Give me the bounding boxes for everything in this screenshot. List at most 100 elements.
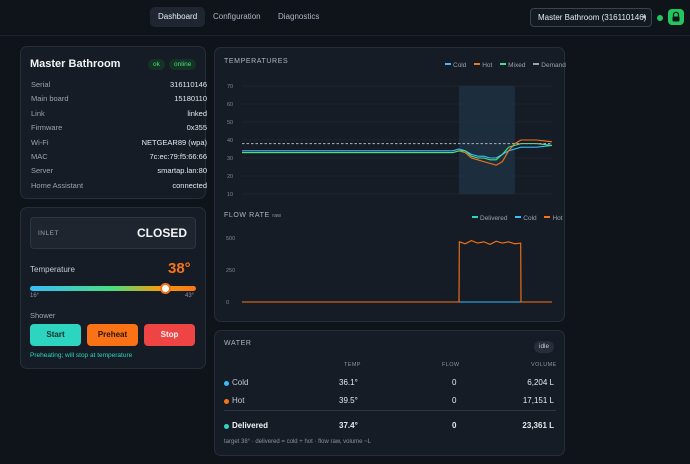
water-header-temp: TEMP (344, 362, 361, 368)
info-value: connected (172, 180, 207, 190)
y-tick-label: 40 (227, 138, 233, 144)
y-tick-label: 10 (227, 192, 233, 198)
info-row: Server smartap.lan:80 (31, 166, 207, 180)
info-value: linked (187, 108, 207, 118)
info-label: MAC (31, 152, 48, 161)
info-row: MAC 7c:ec:79:f5:66:66 (31, 152, 207, 166)
inlet-status-box: INLET CLOSED (30, 217, 196, 249)
info-row: Serial 316110146 (31, 80, 207, 94)
flow-rate-legend: Delivered Cold Hot (466, 215, 563, 222)
info-label: Main board (31, 94, 69, 104)
water-row-label: Hot (232, 396, 245, 405)
slider-max-label: 43° (185, 293, 195, 299)
info-label: Firmware (31, 123, 63, 133)
inlet-label: INLET (38, 230, 59, 237)
legend-item-delivered: Delivered (466, 215, 507, 222)
slider-thumb[interactable] (159, 283, 171, 294)
y-tick-label: 70 (227, 84, 233, 90)
water-row-flow: 0 (452, 396, 457, 405)
flow-rate-chart-title: FLOW RATE raw (224, 212, 282, 219)
water-title: WATER (224, 340, 252, 347)
device-select-value: Master Bathroom (316110146) (538, 13, 647, 22)
flow-rate-chart: 500 250 0 (226, 236, 552, 306)
water-row-volume: 17,151 L (522, 396, 554, 405)
stop-button[interactable]: Stop (144, 324, 195, 346)
y-tick-label: 250 (226, 268, 235, 274)
legend-item-cold: Cold (439, 62, 466, 69)
shower-label: Shower (30, 311, 56, 320)
series-line-hot (242, 239, 552, 303)
temperatures-chart: 70 60 50 40 30 20 10 (227, 84, 553, 198)
info-row: Firmware 0x355 (31, 123, 207, 137)
chevron-down-icon: ▾ (642, 14, 646, 21)
temperature-label: Temperature (30, 265, 75, 274)
info-row: Home Assistant connected (31, 181, 207, 195)
water-row-flow: 0 (452, 421, 457, 430)
water-footnote: target 38° · delivered = cold + hot · fl… (224, 439, 371, 445)
info-label: Server (31, 166, 54, 176)
info-value: 7c:ec:79:f5:66:66 (149, 152, 207, 161)
top-bar: Dashboard Configuration Diagnostics Mast… (0, 0, 690, 36)
info-value: 316110146 (170, 80, 207, 89)
info-value: 15180110 (174, 94, 207, 104)
tab-diagnostics[interactable]: Diagnostics (278, 12, 320, 21)
water-row-dot (224, 424, 229, 429)
slider-min-label: 16° (30, 293, 40, 299)
water-state-badge: idle (534, 341, 555, 353)
water-header-flow: FLOW (442, 362, 460, 368)
water-row-dot (224, 399, 229, 404)
water-row-temp: 39.5° (339, 396, 358, 405)
water-row-flow: 0 (452, 378, 457, 387)
device-name: Master Bathroom (30, 58, 121, 70)
info-row: Wi-Fi NETGEAR89 (wpa) (31, 138, 207, 152)
status-badge-online: online (169, 59, 197, 70)
water-row-label: Cold (232, 378, 249, 387)
preheat-button[interactable]: Preheat (87, 324, 138, 346)
info-row: Link linked (31, 109, 207, 123)
y-tick-label: 60 (227, 102, 233, 108)
connection-status-dot (657, 15, 663, 21)
y-tick-label: 30 (227, 156, 233, 162)
slider-track (30, 286, 196, 291)
water-row-dot (224, 381, 229, 386)
lock-button[interactable] (668, 9, 684, 25)
temperatures-legend: Cold Hot Mixed Demand (439, 62, 566, 69)
device-info-panel: Master Bathroom ok online Serial 31611014… (20, 46, 207, 199)
legend-item-hot: Hot (468, 62, 492, 69)
info-row: Main board 15180110 (31, 94, 207, 108)
info-label: Serial (31, 80, 51, 89)
shower-status-text: Preheating; will stop at temperature (30, 352, 133, 359)
info-label: Home Assistant (31, 180, 84, 190)
water-row-temp: 37.4° (339, 421, 358, 430)
water-header-volume: VOLUME (531, 362, 557, 368)
water-panel (214, 330, 565, 456)
info-value: NETGEAR89 (wpa) (141, 137, 207, 147)
water-row-volume: 6,204 L (527, 378, 554, 387)
tab-configuration[interactable]: Configuration (213, 12, 261, 21)
y-tick-label: 50 (227, 120, 233, 126)
y-tick-label: 500 (226, 236, 235, 242)
water-row-label: Delivered (232, 421, 269, 430)
y-tick-label: 20 (227, 174, 233, 180)
water-row-volume: 23,361 L (522, 421, 554, 430)
info-value: smartap.lan:80 (157, 166, 207, 176)
info-label: Link (31, 108, 45, 118)
tab-dashboard[interactable]: Dashboard (150, 7, 206, 27)
info-label: Wi-Fi (31, 137, 49, 147)
lock-icon (672, 11, 680, 22)
temperatures-chart-title: TEMPERATURES (224, 58, 289, 65)
legend-item-cold: Cold (509, 215, 537, 222)
water-row-temp: 36.1° (339, 378, 358, 387)
status-badge-ok: ok (148, 59, 165, 70)
start-button[interactable]: Start (30, 324, 81, 346)
inlet-state: CLOSED (136, 226, 187, 240)
y-tick-label: 0 (226, 300, 229, 306)
device-select[interactable]: Master Bathroom (316110146) ▾ (530, 8, 652, 27)
legend-item-demand: Demand (527, 62, 566, 69)
water-divider (224, 410, 556, 411)
series-line-cold (242, 144, 553, 159)
info-value: 0x355 (186, 123, 207, 133)
legend-item-mixed: Mixed (494, 62, 525, 69)
temperature-slider[interactable] (30, 283, 196, 294)
series-line-mixed (242, 143, 553, 161)
